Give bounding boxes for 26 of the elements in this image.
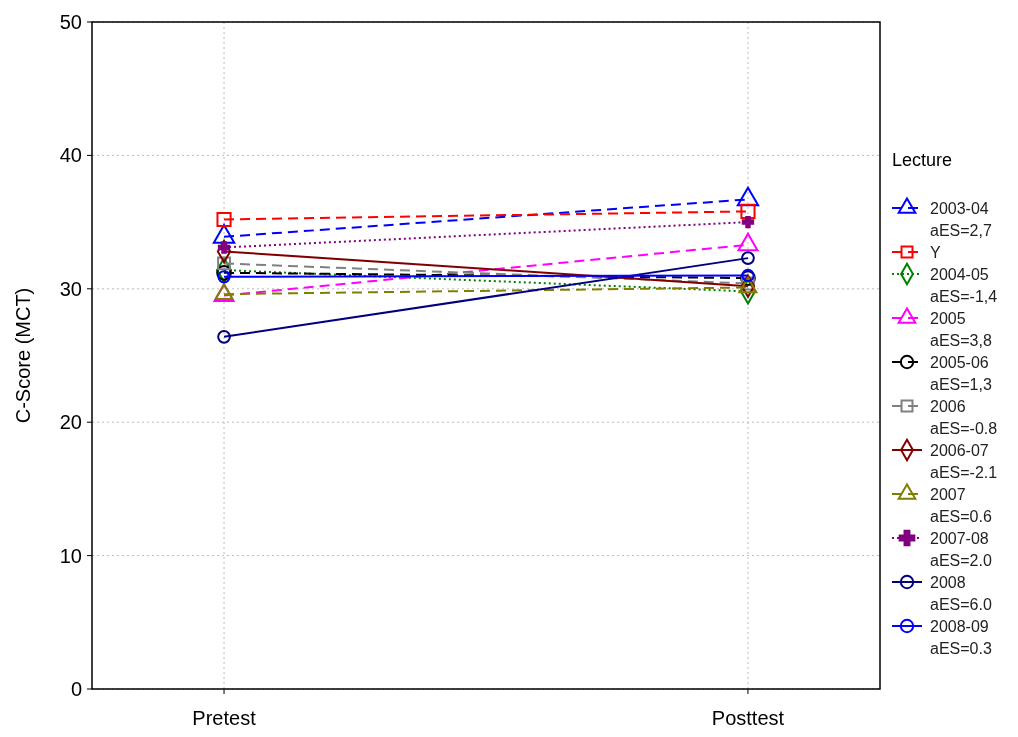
point: [216, 211, 232, 227]
y-tick-label: 0: [70, 678, 82, 700]
legend-label: 2006-07 aES=-2.1: [930, 442, 998, 481]
legend-label: 2005 aES=3,8: [930, 310, 992, 349]
legend-label: 2005-06 aES=1,3: [930, 354, 992, 393]
y-tick-label: 20: [59, 411, 82, 434]
legend-label: 2008 aES=6.0: [930, 574, 992, 613]
y-tick-label: 30: [59, 277, 82, 300]
y-tick-label: 50: [59, 11, 82, 33]
point: [217, 329, 231, 344]
legend-label: 2007-08 aES=2.0: [930, 530, 992, 569]
y-axis-title: C-Score (MCT): [12, 287, 34, 424]
legend-label: 2006 aES=-0.8: [930, 398, 998, 437]
x-tick-label: Posttest: [711, 707, 785, 729]
point: [741, 215, 755, 229]
x-tick-label: Pretest: [192, 707, 257, 729]
y-tick-label: 40: [59, 144, 82, 167]
legend-label: Y: [930, 244, 941, 261]
legend-label: 2003-04 aES=2,7: [930, 200, 992, 239]
legend-label: 2007 aES=0.6: [930, 486, 992, 525]
legend-title: Lecture: [892, 150, 953, 170]
point: [740, 203, 756, 219]
y-tick-label: 10: [59, 544, 82, 567]
legend-label: 2004-05 aES=-1,4: [930, 266, 998, 305]
point: [741, 251, 755, 265]
legend-label: 2008-09 aES=0.3: [930, 618, 992, 657]
